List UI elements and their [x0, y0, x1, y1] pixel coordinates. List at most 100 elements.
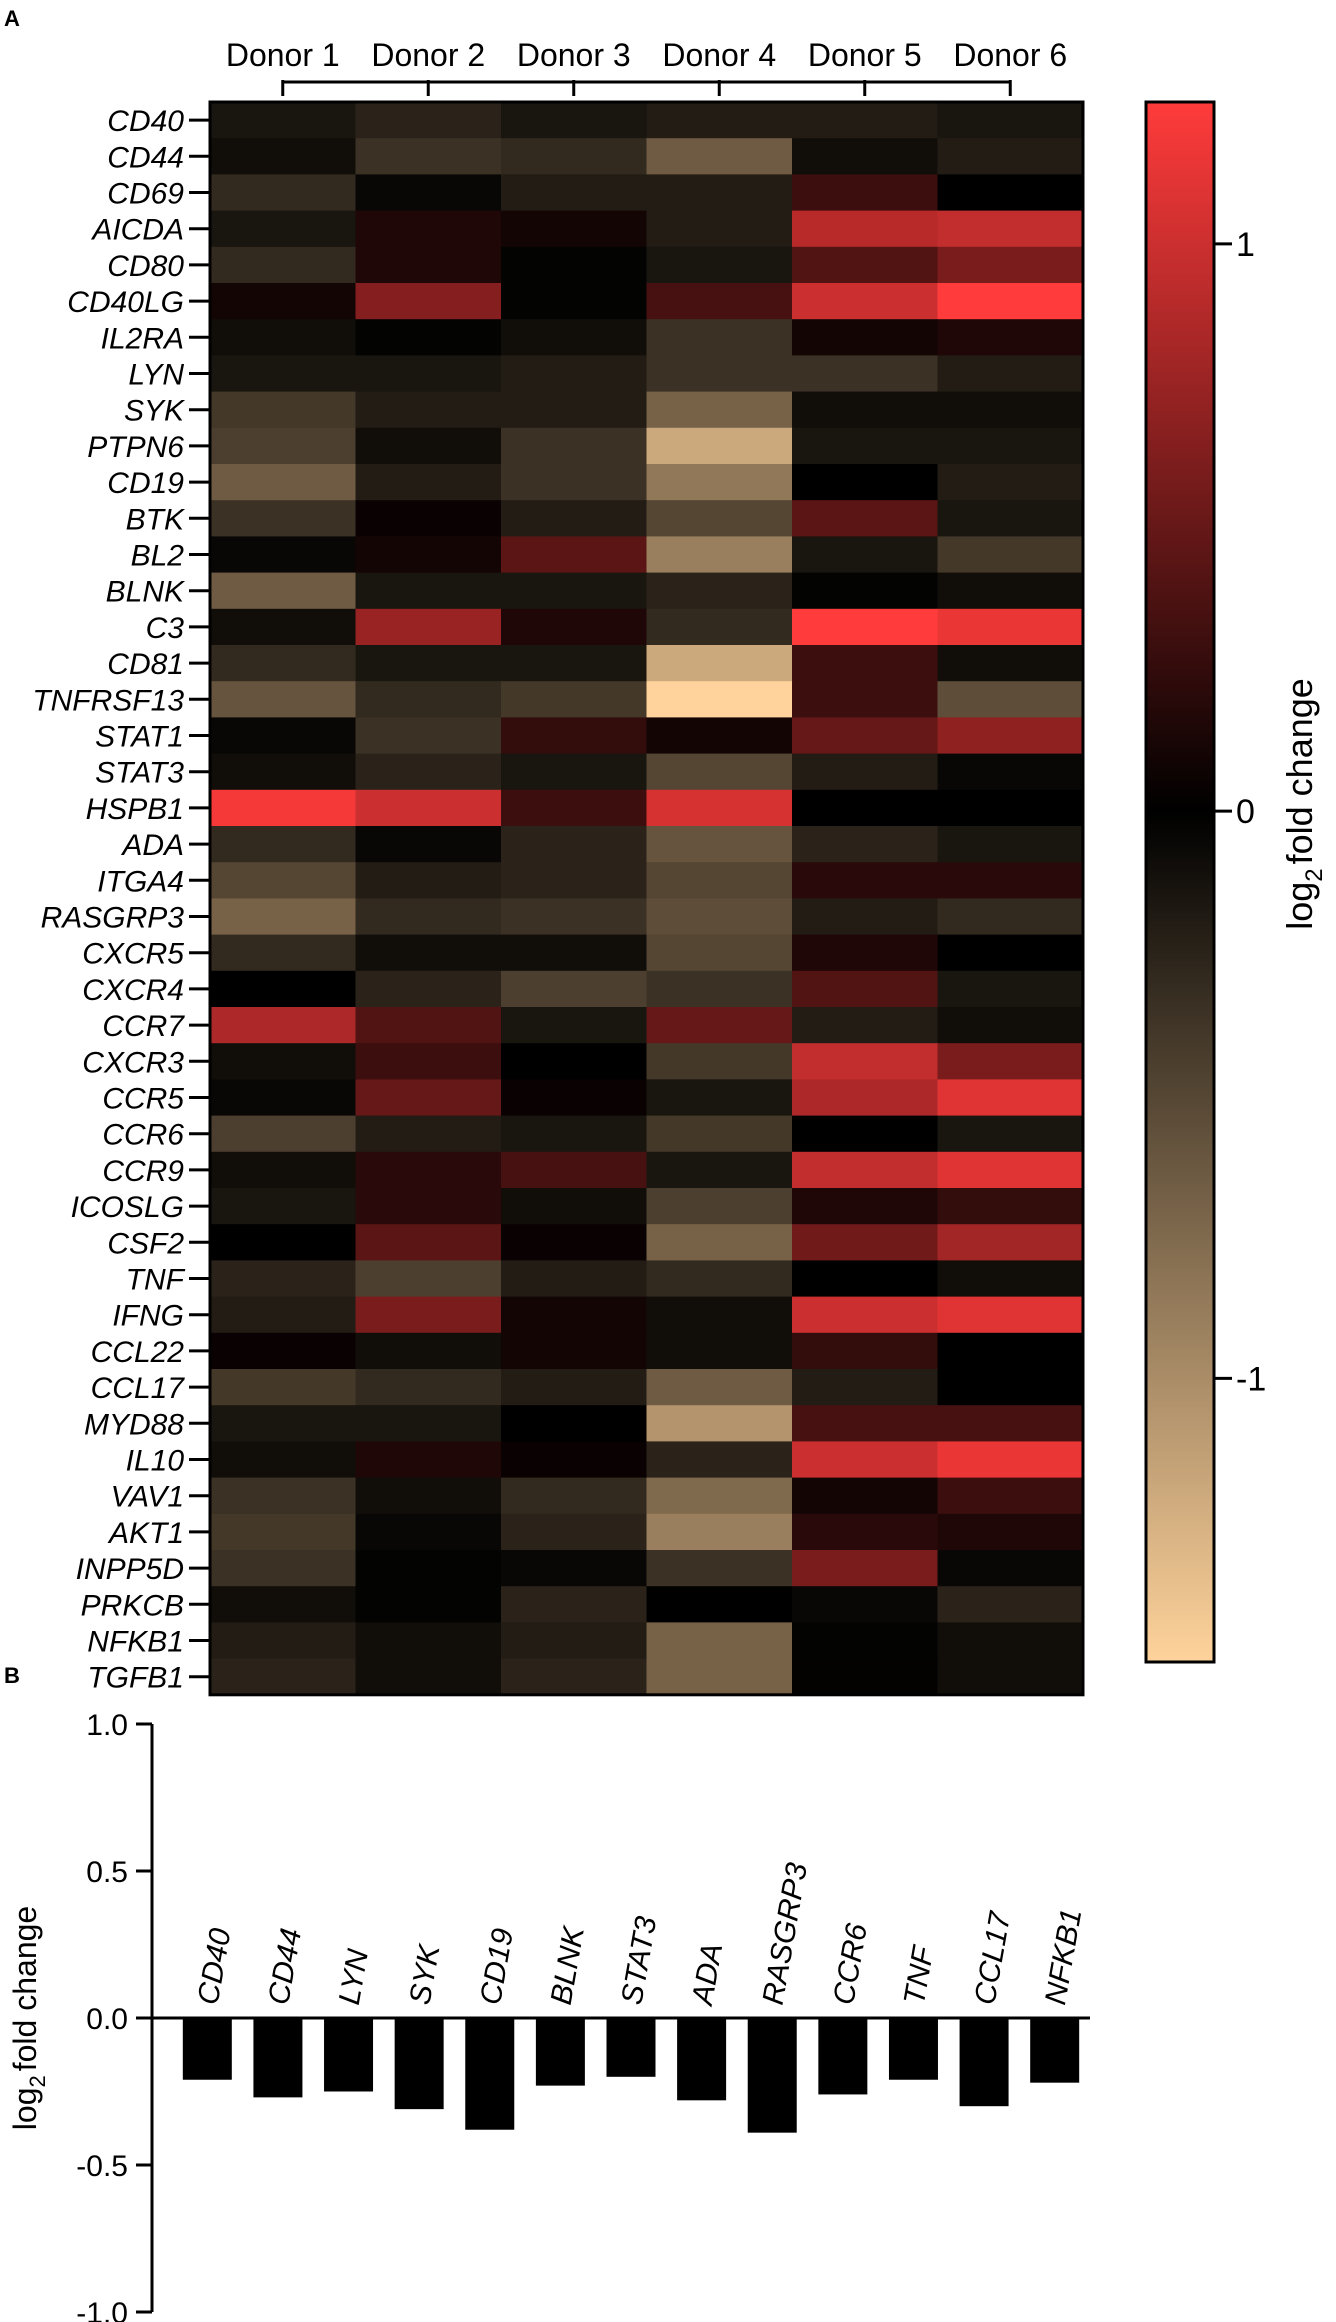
row-label: CCL22 — [91, 1336, 185, 1369]
heatmap-cell — [210, 681, 357, 718]
heatmap-cell — [937, 970, 1084, 1008]
heatmap-cell — [501, 862, 648, 899]
heatmap-cell — [355, 1550, 502, 1587]
column-label: Donor 3 — [517, 37, 631, 73]
row-label: RASGRP3 — [41, 902, 185, 935]
colorbar-label: log2 fold change — [1279, 678, 1328, 930]
heatmap-cell — [210, 174, 357, 212]
heatmap-cell — [937, 1151, 1084, 1189]
heatmap-cell — [646, 1260, 793, 1298]
row-label: VAV1 — [111, 1481, 184, 1514]
heatmap-cell — [210, 427, 357, 465]
row-label: IL2RA — [101, 322, 184, 355]
y-tick-label: -0.5 — [76, 2150, 128, 2183]
heatmap-cell — [355, 391, 502, 429]
heatmap-cell — [355, 1477, 502, 1515]
heatmap-cell — [210, 572, 357, 610]
heatmap-cell — [501, 970, 648, 1008]
heatmap-cell — [792, 934, 939, 972]
heatmap-cell — [937, 1658, 1084, 1696]
heatmap-cell — [501, 934, 648, 972]
bar — [465, 2018, 515, 2130]
colorbar-label-log: log — [1279, 882, 1320, 930]
row-label: CD69 — [107, 178, 184, 211]
bar — [888, 2018, 938, 2080]
column-label: Donor 4 — [662, 37, 776, 73]
heatmap-cell — [937, 138, 1084, 175]
heatmap-cell — [210, 826, 357, 863]
heatmap-cell — [937, 681, 1084, 718]
heatmap-cell — [501, 102, 648, 139]
heatmap-cell — [646, 789, 793, 827]
heatmap-cell — [501, 210, 648, 248]
heatmap-cell — [210, 319, 357, 356]
heatmap-cell — [501, 1658, 648, 1696]
heatmap-cell — [646, 681, 793, 718]
heatmap-cell — [646, 391, 793, 429]
heatmap-cell — [355, 645, 502, 682]
bar-category-label: ADA — [686, 1941, 730, 2009]
row-label: HSPB1 — [86, 793, 184, 826]
heatmap-cell — [210, 1296, 357, 1334]
heatmap-cell — [792, 1658, 939, 1696]
heatmap-cell — [646, 536, 793, 574]
heatmap-cell — [646, 138, 793, 175]
heatmap-cell — [355, 355, 502, 393]
row-label: CCR9 — [102, 1155, 184, 1188]
y-tick-label: 0.0 — [86, 2003, 128, 2036]
heatmap-cell — [937, 464, 1084, 501]
heatmap-cell — [937, 1260, 1084, 1298]
bar-category-label: CD19 — [474, 1926, 520, 2008]
heatmap-cell — [210, 1332, 357, 1370]
row-label: TGFB1 — [87, 1662, 184, 1695]
heatmap-cell — [210, 1260, 357, 1298]
heatmap-cell — [937, 789, 1084, 827]
heatmap-cell — [937, 283, 1084, 320]
row-label: BL2 — [131, 540, 185, 573]
heatmap-cell — [355, 138, 502, 175]
row-label: CXCR3 — [82, 1046, 184, 1079]
row-label: IFNG — [112, 1300, 184, 1333]
heatmap-cell — [355, 826, 502, 863]
heatmap-cell — [210, 753, 357, 791]
heatmap-cell — [355, 102, 502, 139]
heatmap-cell — [355, 898, 502, 936]
heatmap-cell — [501, 1622, 648, 1660]
bar-category-label: NFKB1 — [1039, 1906, 1088, 2007]
heatmap-cell — [501, 1188, 648, 1225]
heatmap-cell — [646, 1550, 793, 1587]
heatmap-cell — [646, 102, 793, 139]
heatmap-cell — [646, 717, 793, 755]
y-tick-label: 1.0 — [86, 1709, 128, 1742]
heatmap-cell — [792, 1622, 939, 1660]
heatmap-cell — [646, 427, 793, 465]
heatmap-frame — [208, 100, 1085, 1697]
heatmap-cell — [210, 1188, 357, 1225]
bar — [535, 2018, 585, 2086]
heatmap-cell — [792, 355, 939, 393]
heatmap-cell — [792, 102, 939, 139]
heatmap-cell — [937, 645, 1084, 682]
heatmap-cell — [646, 1332, 793, 1370]
heatmap-cell — [937, 717, 1084, 755]
row-label: AKT1 — [107, 1517, 184, 1550]
row-label: IL10 — [126, 1445, 185, 1478]
heatmap-cell — [937, 1188, 1084, 1225]
row-label: BLNK — [106, 576, 186, 609]
heatmap-cell — [355, 608, 502, 646]
heatmap-cell — [646, 1151, 793, 1189]
heatmap-cell — [501, 1550, 648, 1587]
heatmap-cell — [210, 1622, 357, 1660]
heatmap-cell — [792, 1441, 939, 1479]
heatmap-cell — [210, 1043, 357, 1080]
heatmap-cell — [792, 1586, 939, 1623]
heatmap-cell — [646, 1369, 793, 1406]
heatmap-cell — [937, 246, 1084, 284]
row-label: TNFRSF13 — [32, 684, 184, 717]
heatmap-cell — [355, 1115, 502, 1153]
heatmap-cell — [937, 1513, 1084, 1551]
heatmap-cell — [210, 645, 357, 682]
heatmap-cell — [501, 1586, 648, 1623]
bar — [394, 2018, 444, 2110]
